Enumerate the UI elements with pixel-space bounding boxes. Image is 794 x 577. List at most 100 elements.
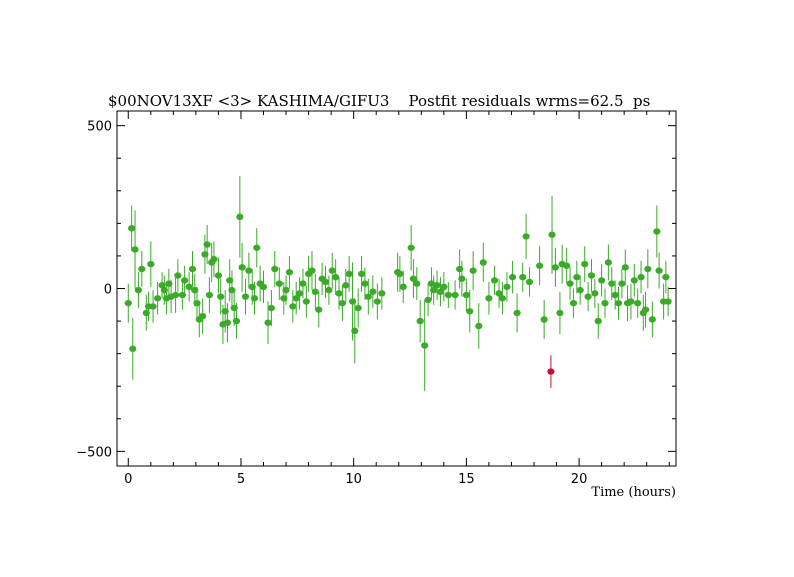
data-point: [181, 277, 189, 284]
data-point: [378, 290, 386, 297]
data-point: [295, 290, 304, 297]
x-tick-label: 10: [345, 472, 362, 487]
data-point: [433, 282, 441, 289]
data-point: [282, 286, 290, 294]
data-point: [124, 299, 132, 307]
data-point: [354, 304, 362, 312]
data-point: [416, 317, 424, 325]
axes: 0 5 10 15 20 −500 0 500: [76, 111, 676, 487]
data-point: [525, 278, 534, 286]
data-point: [342, 282, 350, 289]
data-point: [627, 298, 635, 305]
data-point: [129, 345, 137, 352]
data-point: [199, 312, 207, 320]
x-tick-label: 5: [237, 472, 245, 487]
y-tick-label: 0: [104, 283, 112, 298]
data-point: [335, 290, 343, 297]
data-point: [540, 316, 548, 323]
y-tick-label: 500: [87, 120, 112, 135]
data-point: [556, 309, 564, 317]
data-point: [430, 286, 438, 294]
data-point: [409, 275, 418, 282]
data-point: [644, 265, 652, 273]
data-point: [275, 280, 283, 287]
data-point: [264, 319, 272, 326]
data-point: [292, 295, 300, 302]
data-point: [153, 295, 162, 302]
data-point: [289, 303, 297, 310]
data-point: [498, 295, 507, 302]
data-point: [369, 288, 377, 295]
data-point: [563, 262, 571, 269]
data-point: [205, 291, 214, 299]
data-point: [407, 244, 415, 251]
data-point: [149, 303, 157, 310]
data-point: [315, 306, 323, 313]
data-point: [604, 259, 612, 266]
data-point: [458, 275, 466, 282]
data-point: [253, 244, 261, 251]
data-point: [573, 273, 581, 281]
data-point: [364, 293, 372, 300]
data-point: [444, 291, 452, 299]
data-point: [608, 280, 616, 287]
data-point: [587, 272, 596, 279]
data-point: [591, 290, 599, 297]
data-point: [576, 286, 584, 294]
data-point: [421, 342, 429, 349]
data-point: [214, 272, 223, 279]
data-point: [611, 291, 619, 299]
data-point: [469, 267, 477, 274]
data-point: [259, 283, 268, 291]
data-point: [601, 299, 609, 307]
data-point: [662, 273, 670, 281]
data-point: [338, 299, 347, 307]
x-axis-label: Time (hours): [591, 485, 676, 500]
y-tick-label: −500: [76, 445, 112, 460]
data-point: [466, 308, 474, 315]
data-point: [236, 213, 244, 221]
data-point: [536, 262, 544, 269]
data-point: [630, 277, 638, 284]
data-point: [321, 278, 330, 286]
data-point: [328, 267, 336, 274]
data-point: [373, 298, 381, 305]
data-point: [513, 309, 521, 317]
data-point: [618, 280, 626, 287]
data-point: [232, 317, 241, 325]
data-point: [217, 293, 225, 300]
x-tick-label: 15: [458, 472, 475, 487]
data-point: [271, 265, 279, 273]
data-marks: [124, 176, 672, 392]
data-point: [581, 260, 589, 268]
data-point: [519, 273, 527, 281]
data-point: [508, 273, 517, 281]
data-point: [655, 267, 663, 274]
data-point: [185, 283, 193, 291]
data-point: [345, 270, 353, 278]
data-point: [250, 295, 259, 302]
data-point: [637, 273, 645, 281]
data-point: [424, 296, 432, 304]
data-point: [203, 241, 211, 248]
data-point: [440, 283, 448, 291]
data-point: [351, 327, 359, 335]
data-point: [299, 280, 307, 287]
data-point: [128, 225, 136, 232]
data-point: [495, 290, 503, 297]
data-point: [223, 319, 232, 326]
data-point: [594, 317, 602, 325]
data-point: [311, 288, 319, 295]
data-point: [648, 316, 656, 323]
data-point: [490, 277, 499, 284]
data-point: [399, 283, 407, 291]
data-point: [174, 272, 182, 279]
data-point: [241, 293, 250, 300]
data-point: [302, 298, 310, 305]
data-point: [451, 291, 459, 299]
data-point: [267, 304, 276, 312]
data-point: [485, 295, 493, 302]
data-point: [641, 306, 650, 313]
data-point: [634, 299, 642, 307]
